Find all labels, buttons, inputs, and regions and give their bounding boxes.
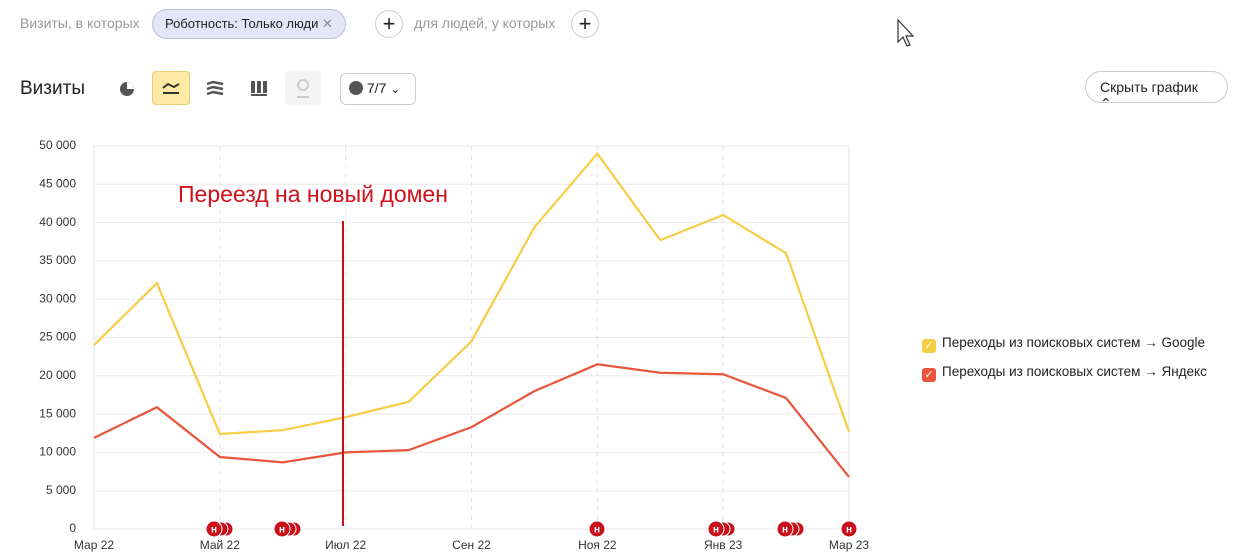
hide-chart-button[interactable]: Скрыть график ⌃ [1085,71,1228,111]
event-marker-label: н [782,525,788,536]
hide-chart-label: Скрыть график [1100,79,1198,95]
event-marker-label: н [713,525,719,536]
add-filter[interactable]: + [375,10,403,38]
event-marker[interactable]: н [273,520,302,538]
map-view[interactable] [285,71,321,105]
legend-item[interactable]: ✓ Переходы из поисковых систем → Google [922,328,1207,357]
legend-label: Переходы из поисковых систем → Яндекс [942,364,1207,379]
add-people-filter[interactable]: + [571,10,599,38]
y-tick-label: 40 000 [39,215,76,229]
annotations-button[interactable]: 7/7 ⌄ [340,73,416,105]
y-tick-label: 0 [69,521,76,535]
event-marker-dot [707,520,725,538]
map-icon [297,79,309,98]
x-tick-label: Июл 22 [325,538,366,552]
legend-item[interactable]: ✓ Переходы из поисковых систем → Яндекс [922,357,1207,386]
event-marker-dot [840,520,858,538]
x-tick-label: Сен 22 [452,538,491,552]
event-marker[interactable]: н [205,520,234,538]
event-marker-label: н [594,525,600,536]
annotations-count: 7/7 [366,80,387,96]
y-tick-label: 45 000 [39,176,76,190]
line-icon [162,82,180,94]
chip-label: Роботность: Только люди [165,16,319,31]
series-line [93,363,850,478]
y-tick-label: 20 000 [39,368,76,382]
people-label: для людей, у которых [414,15,556,31]
event-marker[interactable]: н [776,520,805,538]
y-tick-label: 5 000 [46,483,76,497]
x-tick-label: Мар 22 [74,538,114,552]
plot: 0 5 000 10 000 15 000 20 000 25 000 30 000 35 0… [39,138,869,552]
event-marker-dot [205,520,223,538]
event-marker[interactable]: н [588,520,606,538]
area-view[interactable] [205,80,225,98]
pie-view[interactable] [118,80,136,98]
event-marker-dot [588,520,606,538]
x-tick-label: Мар 23 [829,538,869,552]
legend-checkbox[interactable]: ✓ [922,339,936,353]
section-title: Визиты [20,78,85,99]
event-marker-label: н [846,525,852,536]
event-marker-dot [776,520,794,538]
event-marker-dot [273,520,291,538]
event-marker-label: н [211,525,217,536]
legend: ✓ Переходы из поисковых систем → Google ✓ П… [922,328,1207,386]
series-line [93,151,851,436]
annotation-text: Переезд на новый домен [178,181,448,207]
x-tick-label: Май 22 [200,538,241,552]
x-tick-label: Ноя 22 [578,538,617,552]
legend-label: Переходы из поисковых систем → Google [942,335,1205,350]
line-view[interactable] [152,71,190,105]
y-tick-label: 10 000 [39,445,76,459]
event-marker[interactable]: н [707,520,736,538]
y-tick-label: 50 000 [39,138,76,152]
y-tick-label: 30 000 [39,291,76,305]
event-marker[interactable]: н [840,520,858,538]
bar-view[interactable] [249,79,269,97]
legend-checkbox[interactable]: ✓ [922,368,936,382]
cursor [897,18,915,47]
chip-close[interactable]: ✕ [321,16,333,31]
filter-chip[interactable]: Роботность: Только люди ✕ [152,9,346,39]
y-tick-label: 25 000 [39,330,76,344]
y-tick-label: 35 000 [39,253,76,267]
event-marker-label: н [279,525,285,536]
x-tick-label: Янв 23 [704,538,743,552]
filter-prefix: Визиты, в которых [20,15,140,31]
y-tick-label: 15 000 [39,406,76,420]
